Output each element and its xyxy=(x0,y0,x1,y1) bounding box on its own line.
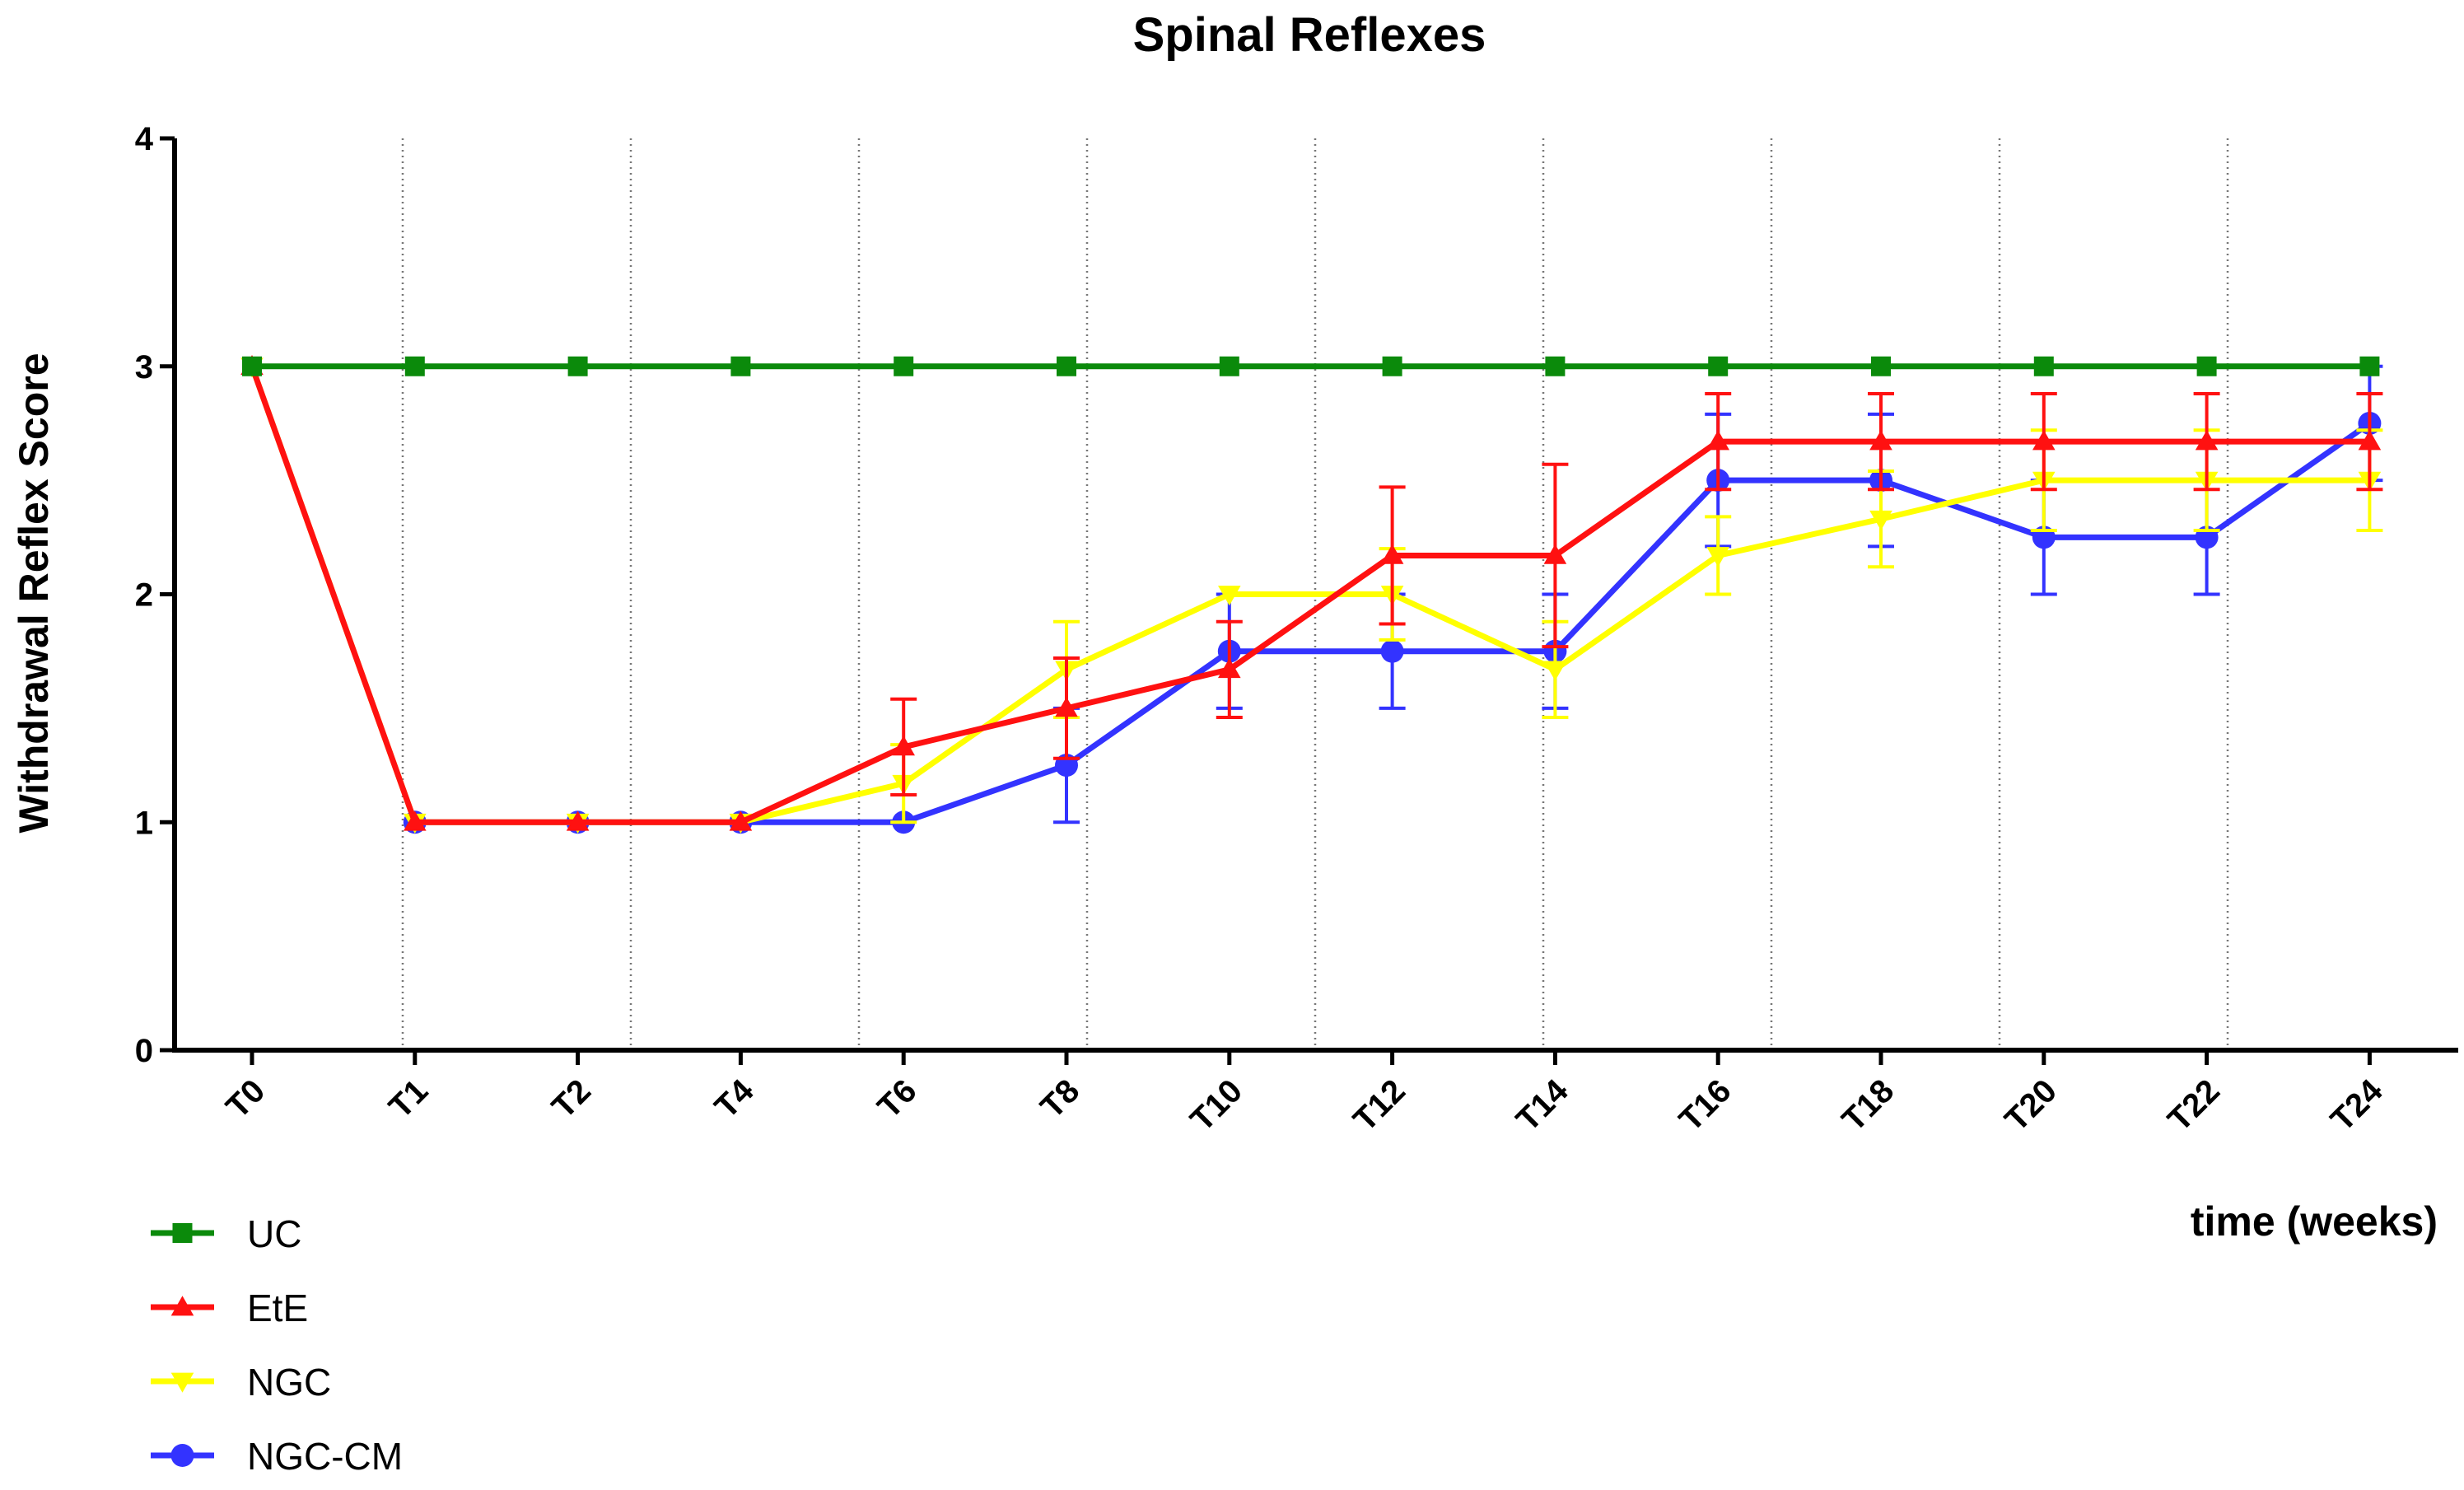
x-tick-label: T22 xyxy=(2161,1072,2227,1138)
data-point xyxy=(566,810,590,831)
x-tick-label: T4 xyxy=(708,1072,762,1126)
legend-marker xyxy=(172,1223,193,1243)
y-tick-label: 4 xyxy=(135,121,154,157)
y-tick-label: 1 xyxy=(135,805,153,841)
data-point xyxy=(730,356,751,376)
data-point xyxy=(2032,430,2056,451)
x-tick-label: T8 xyxy=(1034,1072,1086,1125)
data-point xyxy=(1708,356,1729,376)
legend-entry: NGC xyxy=(151,1361,331,1404)
x-tick-label: T24 xyxy=(2324,1072,2390,1138)
data-point xyxy=(404,810,427,831)
data-point xyxy=(1218,658,1241,679)
legend: UC EtE NGC NGC-CM xyxy=(151,1212,403,1478)
data-point xyxy=(2358,430,2382,451)
axes xyxy=(160,136,2458,1065)
x-tick-label: T16 xyxy=(1673,1072,1738,1138)
series-ete xyxy=(240,354,2383,831)
data-point xyxy=(1380,544,1404,564)
data-point xyxy=(2196,356,2217,376)
legend-label: EtE xyxy=(247,1287,308,1329)
x-tick-label: T20 xyxy=(1998,1072,2064,1138)
y-tick-label: 3 xyxy=(135,349,153,385)
data-point xyxy=(1218,586,1241,606)
data-point xyxy=(1382,356,1402,376)
data-point xyxy=(404,356,425,376)
data-point xyxy=(892,736,915,756)
data-point xyxy=(1543,544,1567,564)
series-line xyxy=(249,365,2370,825)
data-point xyxy=(1545,356,1566,376)
legend-entry: NGC-CM xyxy=(151,1435,403,1478)
x-tick-label: T18 xyxy=(1836,1072,1902,1138)
data-point xyxy=(1869,430,1892,451)
data-point xyxy=(2033,356,2054,376)
legend-entry: EtE xyxy=(151,1287,308,1329)
x-axis-label: time (weeks) xyxy=(2191,1198,2438,1245)
data-point xyxy=(1706,547,1729,568)
data-point xyxy=(1219,356,1239,376)
y-tick-label: 0 xyxy=(135,1033,153,1069)
x-tick-label: T14 xyxy=(1510,1072,1575,1138)
y-axis-label: Withdrawal Reflex Score xyxy=(11,353,57,833)
y-tick-label: 2 xyxy=(135,577,153,614)
data-point xyxy=(1380,639,1404,663)
series-uc xyxy=(242,356,2380,376)
data-point xyxy=(894,356,914,376)
data-point xyxy=(567,356,588,376)
data-point xyxy=(242,356,262,376)
legend-marker xyxy=(170,1372,194,1393)
legend-marker xyxy=(170,1444,194,1467)
legend-entry: UC xyxy=(151,1212,301,1255)
chart-title: Spinal Reflexes xyxy=(1133,8,1486,62)
data-point xyxy=(2359,356,2380,376)
series-ngc xyxy=(240,357,2383,834)
x-tick-label: T12 xyxy=(1346,1072,1412,1138)
data-point xyxy=(1057,356,1076,376)
data-point xyxy=(729,810,753,831)
legend-marker xyxy=(170,1296,194,1316)
data-point xyxy=(1869,510,1892,530)
data-point xyxy=(2195,430,2219,451)
x-tick-label: T10 xyxy=(1183,1072,1249,1138)
x-tick-label: T0 xyxy=(219,1072,272,1125)
legend-label: NGC xyxy=(247,1361,331,1404)
data-point xyxy=(1871,356,1891,376)
x-tick-label: T6 xyxy=(870,1072,923,1125)
x-tick-label: T2 xyxy=(545,1072,598,1125)
data-series xyxy=(240,354,2383,834)
legend-label: UC xyxy=(247,1212,301,1255)
data-point xyxy=(1055,697,1078,717)
tick-labels: 0 1 2 3 4 T0 T1 T2 T4 T6 T8 T10 T12 T14 T16 T18 T20 T22 T2… xyxy=(135,121,2391,1138)
data-point xyxy=(1706,430,1729,451)
legend-label: NGC-CM xyxy=(247,1435,403,1478)
data-point xyxy=(1543,661,1567,681)
x-tick-label: T1 xyxy=(382,1072,435,1125)
